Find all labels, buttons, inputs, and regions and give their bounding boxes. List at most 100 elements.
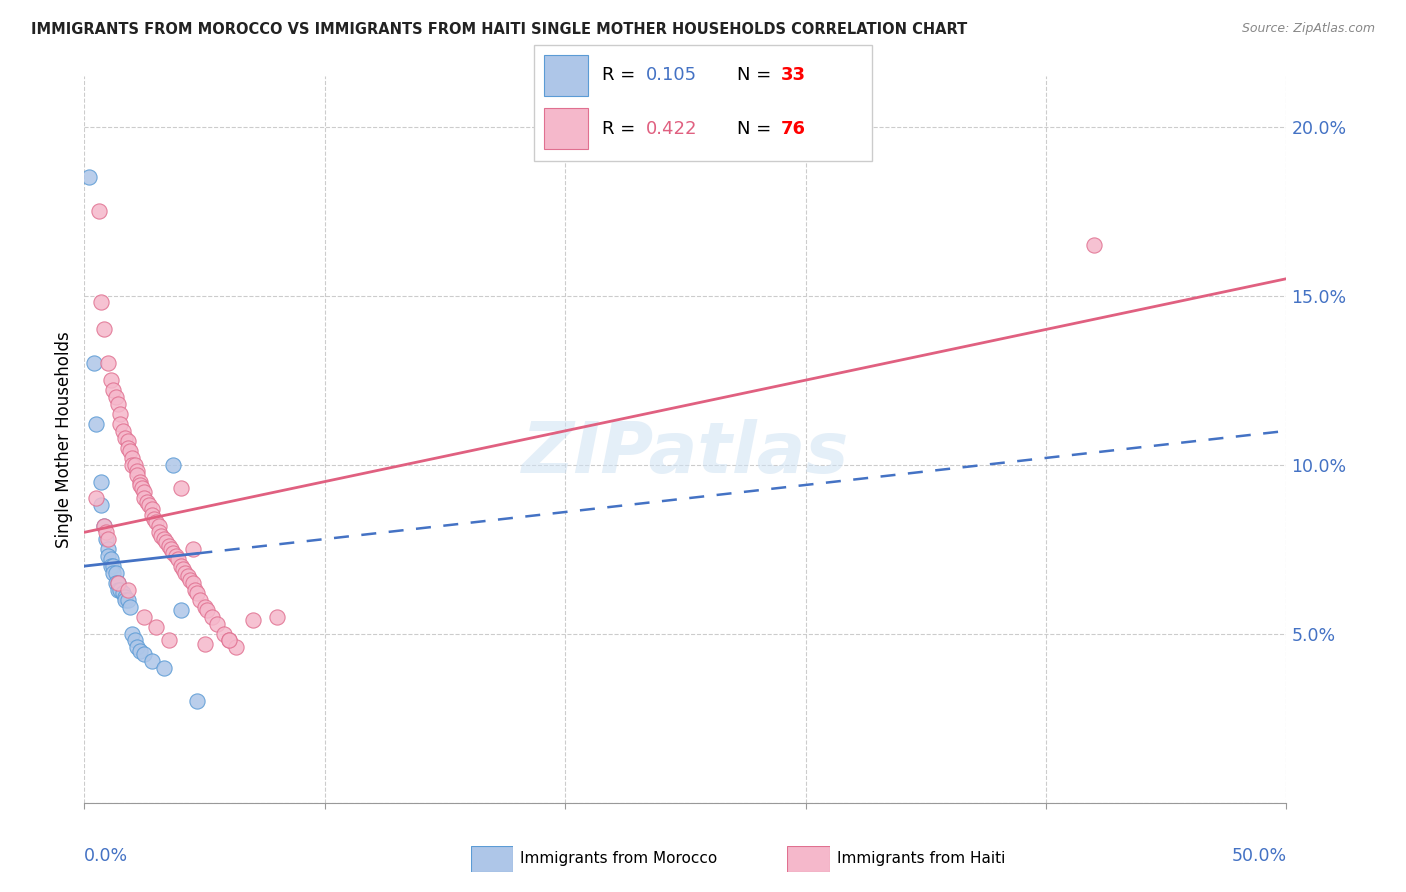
Point <box>143 512 166 526</box>
Point <box>87 204 110 219</box>
Point <box>104 576 127 591</box>
FancyBboxPatch shape <box>544 55 588 95</box>
Point <box>94 525 117 540</box>
Point <box>205 616 228 631</box>
FancyBboxPatch shape <box>544 109 588 149</box>
Point <box>107 576 129 591</box>
Point <box>218 633 240 648</box>
Point <box>128 478 150 492</box>
Point <box>100 559 122 574</box>
Text: IMMIGRANTS FROM MOROCCO VS IMMIGRANTS FROM HAITI SINGLE MOTHER HOUSEHOLDS CORREL: IMMIGRANTS FROM MOROCCO VS IMMIGRANTS FR… <box>31 22 967 37</box>
Point <box>188 593 211 607</box>
Point <box>174 566 197 580</box>
Text: 76: 76 <box>780 120 806 137</box>
FancyBboxPatch shape <box>471 846 513 872</box>
Point <box>100 552 122 566</box>
Point <box>97 356 120 370</box>
Point <box>121 626 143 640</box>
Point <box>127 640 149 655</box>
Text: N =: N = <box>737 120 776 137</box>
Point <box>141 508 163 523</box>
Point <box>110 417 132 431</box>
Point <box>266 610 288 624</box>
Point <box>184 582 207 597</box>
Point <box>114 593 136 607</box>
Point <box>186 694 208 708</box>
Point <box>134 610 156 624</box>
Point <box>111 424 134 438</box>
Point <box>107 576 129 591</box>
Point <box>104 566 127 580</box>
Point <box>179 573 201 587</box>
Point <box>111 586 134 600</box>
Point <box>152 532 174 546</box>
Point <box>194 599 217 614</box>
Point <box>121 450 143 465</box>
Point <box>181 576 204 591</box>
Point <box>186 586 208 600</box>
Point <box>124 633 146 648</box>
Text: 33: 33 <box>780 66 806 85</box>
Point <box>150 529 173 543</box>
Point <box>90 475 112 489</box>
Point <box>177 569 200 583</box>
Text: 0.422: 0.422 <box>645 120 697 137</box>
Point <box>128 475 150 489</box>
Text: 50.0%: 50.0% <box>1232 847 1286 864</box>
Point <box>152 660 174 674</box>
Point <box>134 647 156 661</box>
Point <box>100 373 122 387</box>
Point <box>167 552 190 566</box>
Point <box>103 566 125 580</box>
Point <box>107 397 129 411</box>
Point <box>242 613 264 627</box>
Point <box>194 637 217 651</box>
Point <box>110 407 132 421</box>
Point <box>93 322 115 336</box>
Text: R =: R = <box>602 120 641 137</box>
Point <box>145 515 167 529</box>
Point <box>124 458 146 472</box>
Point <box>114 590 136 604</box>
Point <box>90 498 112 512</box>
Point <box>165 549 187 563</box>
Y-axis label: Single Mother Households: Single Mother Households <box>55 331 73 548</box>
Text: R =: R = <box>602 66 641 85</box>
Point <box>117 593 139 607</box>
Point <box>169 603 191 617</box>
Point <box>1083 238 1105 252</box>
Point <box>148 518 170 533</box>
Point <box>172 562 194 576</box>
Point <box>225 640 247 655</box>
Text: Immigrants from Haiti: Immigrants from Haiti <box>837 851 1005 865</box>
Text: Source: ZipAtlas.com: Source: ZipAtlas.com <box>1241 22 1375 36</box>
Point <box>77 170 100 185</box>
Point <box>134 491 156 506</box>
Point <box>86 491 108 506</box>
Point <box>141 654 163 668</box>
Point <box>107 582 129 597</box>
Point <box>110 582 132 597</box>
Text: 0.0%: 0.0% <box>84 847 128 864</box>
Point <box>131 481 153 495</box>
Point <box>218 633 240 648</box>
Point <box>127 465 149 479</box>
Point <box>169 481 191 495</box>
Point <box>104 390 127 404</box>
Point <box>138 498 160 512</box>
Point <box>117 582 139 597</box>
Point <box>97 532 120 546</box>
Point <box>162 458 184 472</box>
Point <box>134 484 156 499</box>
Point <box>117 434 139 448</box>
Point <box>118 444 141 458</box>
Text: N =: N = <box>737 66 776 85</box>
Point <box>195 603 218 617</box>
FancyBboxPatch shape <box>534 45 872 161</box>
Point <box>160 542 183 557</box>
Point <box>141 501 163 516</box>
Text: Immigrants from Morocco: Immigrants from Morocco <box>520 851 717 865</box>
Point <box>97 542 120 557</box>
Point <box>93 518 115 533</box>
Point <box>114 431 136 445</box>
